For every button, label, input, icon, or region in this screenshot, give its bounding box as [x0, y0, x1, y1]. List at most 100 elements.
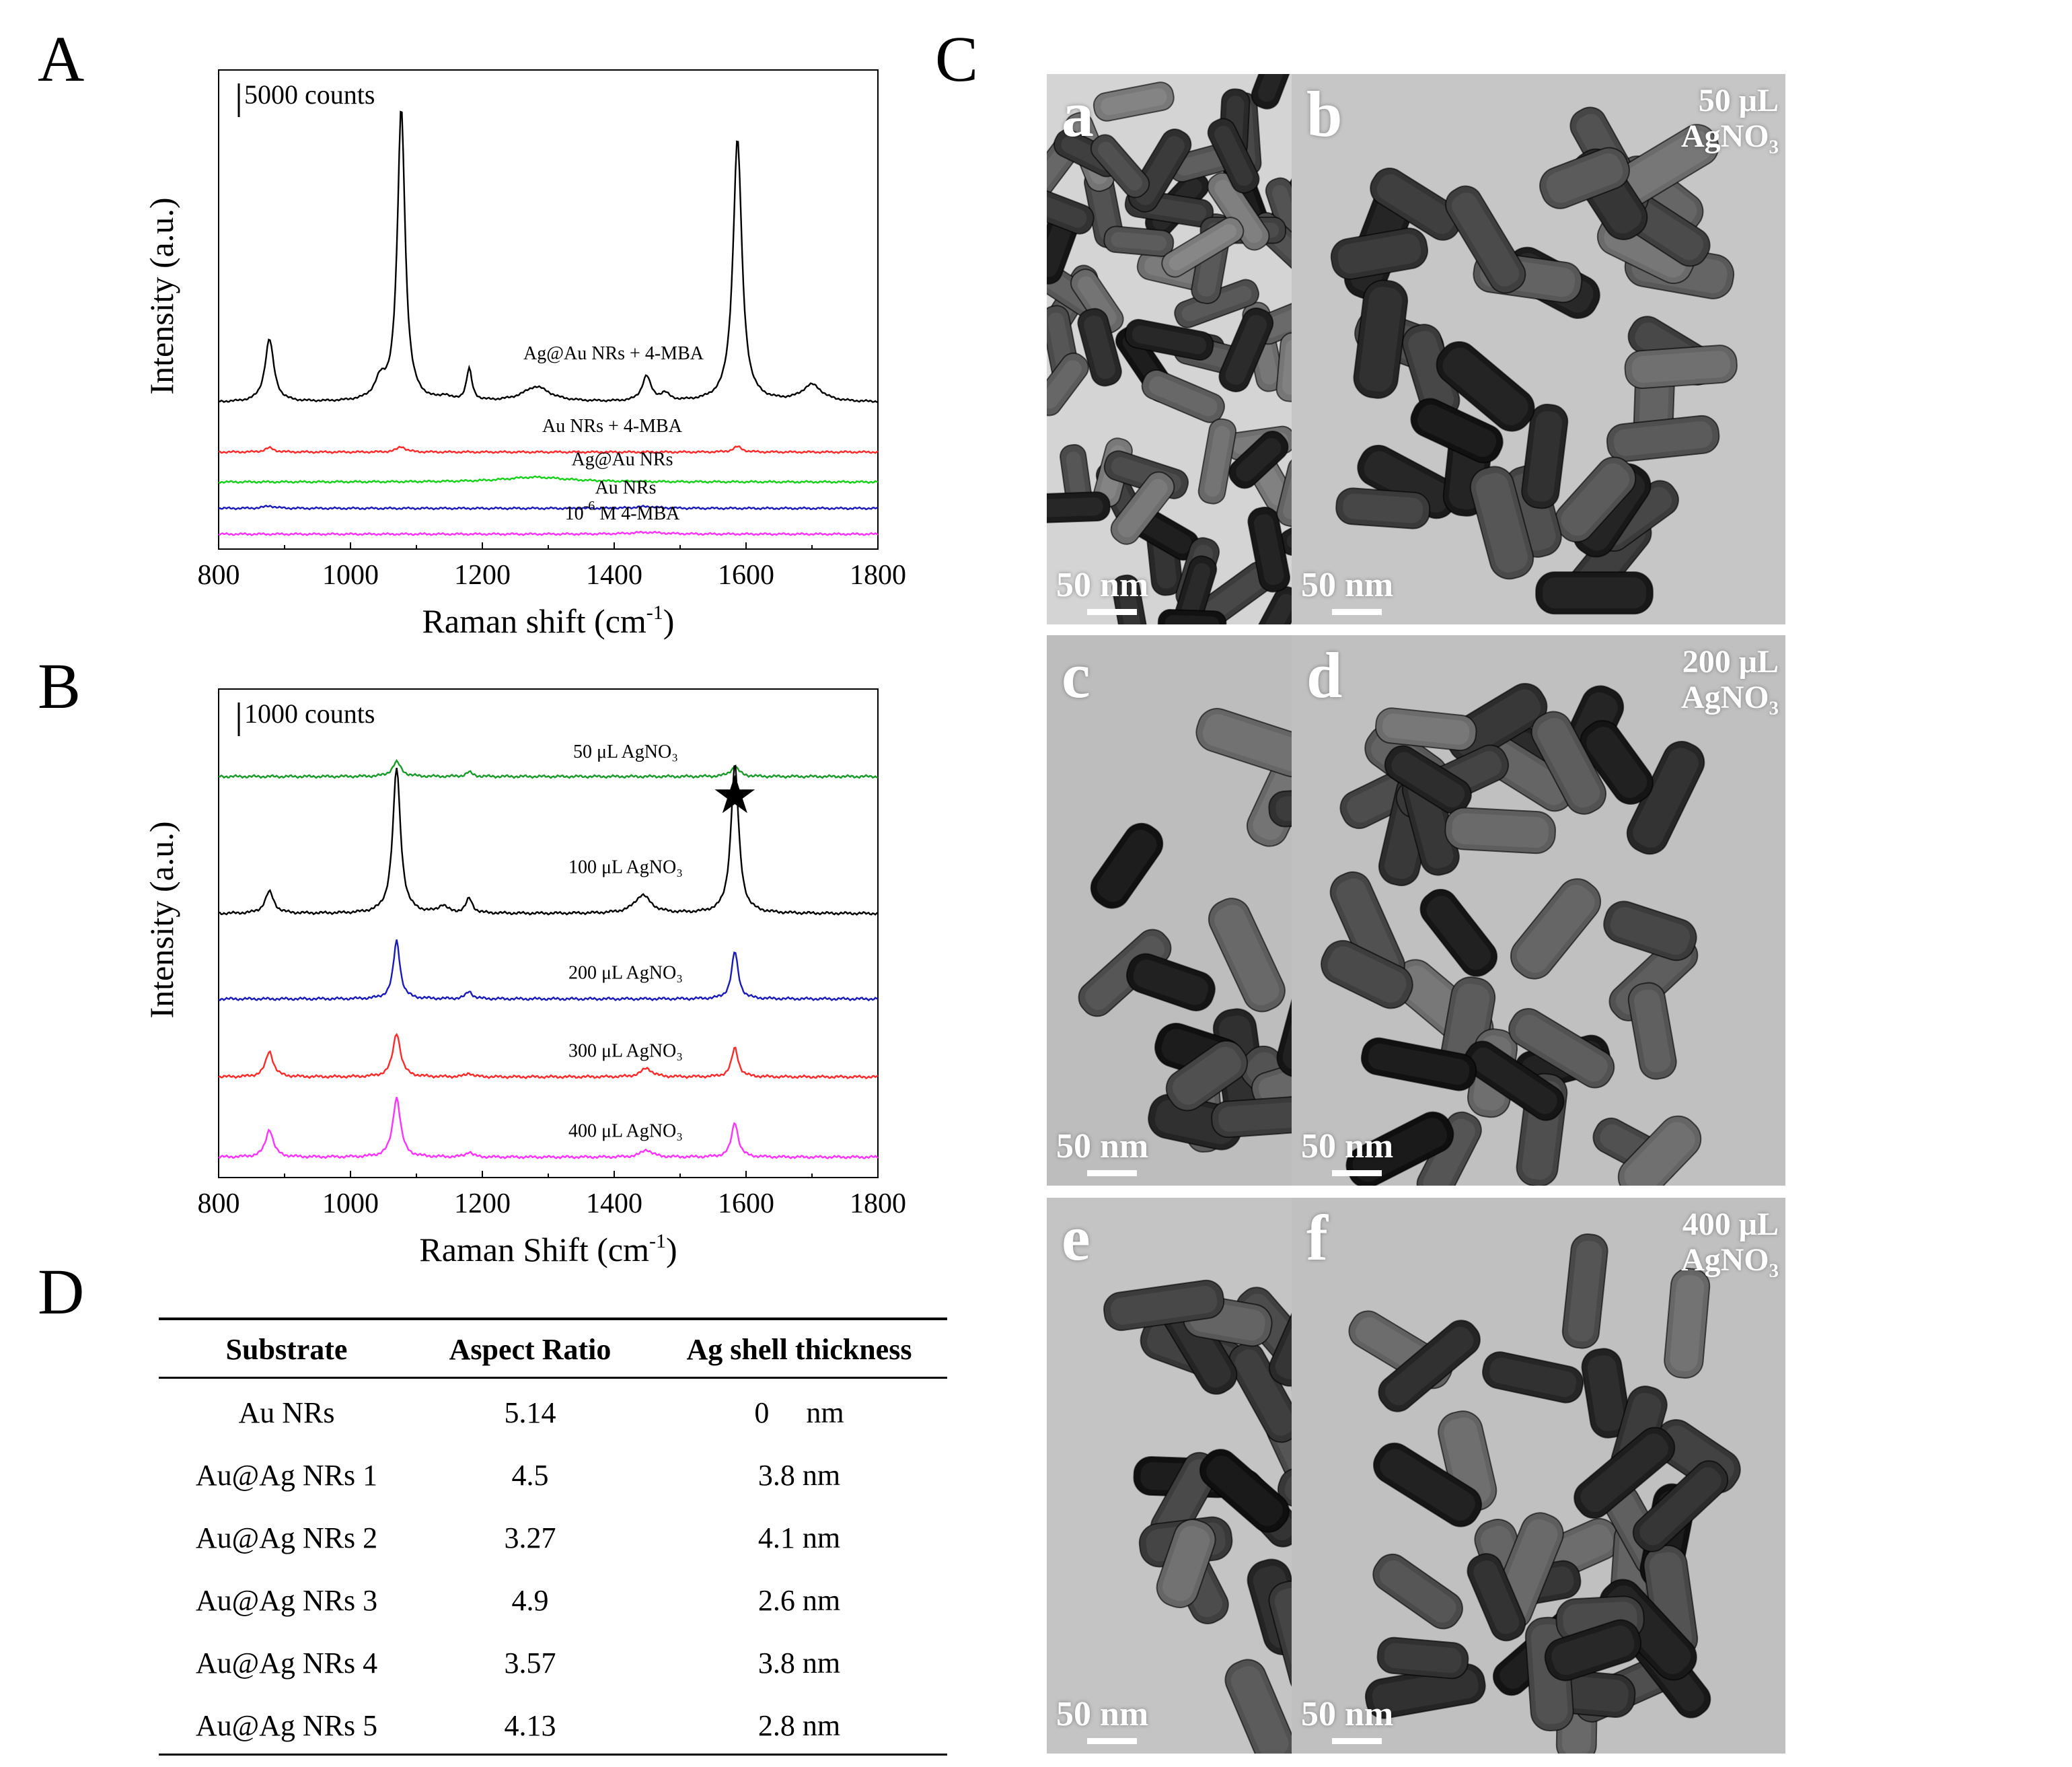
series-label: Au NRs — [595, 477, 656, 498]
nanorod — [1464, 1040, 1565, 1121]
nanorod — [1161, 217, 1245, 278]
nanorod — [1445, 185, 1526, 294]
table-row: Au@Ag NRs 2 3.27 4.1 nm — [159, 1523, 947, 1557]
x-tick-label: 1800 — [850, 560, 906, 591]
tem-letter: c — [1062, 639, 1090, 711]
tem-letter: d — [1306, 639, 1343, 711]
tem-image-f: f 400 μL AgNO₃ 50 nm — [1292, 1198, 1785, 1754]
tem-condition-label: 400 μL AgNO₃ — [1680, 1206, 1779, 1278]
tem-image-b: b 50 μL AgNO₃ 50 nm — [1292, 74, 1785, 624]
nanorod — [1373, 1442, 1482, 1527]
series-line — [219, 764, 879, 916]
nanorod — [1321, 939, 1413, 1009]
nanorod — [1165, 1040, 1249, 1112]
table-cell: Au NRs — [238, 1396, 335, 1429]
x-tick-label: 1200 — [454, 560, 511, 591]
nanorod — [1103, 225, 1175, 257]
nanorod — [1603, 900, 1697, 962]
table-cell: 2.8 nm — [757, 1709, 841, 1742]
nanorod — [1627, 982, 1677, 1080]
series-line — [218, 530, 879, 536]
tem-scale-label: 50 nm — [1056, 566, 1149, 604]
series-line — [218, 445, 879, 454]
table-cell: 0 nm — [754, 1396, 844, 1429]
nanorod — [1544, 1619, 1642, 1682]
nanorod — [1110, 471, 1175, 545]
nanorod-micrograph — [1330, 106, 1738, 615]
table-cell: Au@Ag NRs 1 — [195, 1459, 378, 1492]
nanorod — [1521, 403, 1569, 509]
nanorod — [1224, 1659, 1295, 1754]
raman-chart-a: 800 1000 1200 1400 1600 1800 Raman shift (cm-1… — [143, 69, 906, 640]
nanorod — [1510, 878, 1602, 980]
nanorod — [1251, 74, 1296, 110]
x-tick-label: 800 — [198, 1188, 240, 1219]
nanorod — [1372, 1553, 1463, 1630]
nanorod — [1047, 491, 1111, 524]
table-bottom-rule — [159, 1754, 947, 1756]
table-top-rule — [159, 1318, 947, 1320]
nanorod — [1664, 1268, 1711, 1379]
tem-scale-bar: 50 nm — [1301, 1694, 1393, 1744]
nanorod — [1090, 134, 1150, 199]
tem-volume: 400 μL — [1682, 1206, 1779, 1242]
nanorod — [1156, 1519, 1216, 1608]
table-cell: 4.1 nm — [757, 1521, 841, 1554]
nanorod — [1482, 1351, 1584, 1404]
table-cell: 3.27 — [504, 1521, 556, 1554]
y-axis-label: Intensity (a.u.) — [143, 198, 180, 395]
panel-label-b: B — [38, 650, 81, 722]
nanorod — [1574, 1427, 1676, 1519]
tem-reagent: AgNO₃ — [1680, 1241, 1779, 1278]
x-tick-label: 1600 — [718, 560, 774, 591]
nanorod — [1535, 571, 1654, 615]
nanorod — [1335, 487, 1431, 530]
nanorod — [1199, 1449, 1290, 1533]
y-axis-label: Intensity (a.u.) — [143, 822, 180, 1019]
x-axis-label: Raman Shift (cm-1) — [419, 1230, 677, 1268]
table-row: Au@Ag NRs 3 4.9 2.6 nm — [159, 1586, 947, 1620]
nanorod — [1090, 822, 1164, 909]
nanorod — [1093, 81, 1175, 122]
nanorod — [1581, 1348, 1631, 1439]
nanorod — [1077, 308, 1122, 387]
tem-condition-label: 200 μL AgNO₃ — [1681, 644, 1779, 716]
tem-volume: 200 μL — [1682, 644, 1779, 680]
table-cell: Au@Ag NRs 5 — [195, 1709, 378, 1742]
nanorod — [1632, 1460, 1729, 1552]
nanorod — [1353, 279, 1409, 399]
nanorod-micrograph — [1348, 1233, 1741, 1754]
series-line — [218, 475, 879, 484]
series-label: 400 μL AgNO₃ — [568, 1121, 683, 1142]
tem-image-d: d 200 μL AgNO₃ 50 nm — [1292, 635, 1785, 1186]
nanorod — [1047, 183, 1095, 235]
series-label: 10-6 M 4-MBA — [565, 499, 680, 524]
table-cell: Au@Ag NRs 4 — [195, 1647, 378, 1680]
x-axis-label: Raman shift (cm-1) — [422, 602, 675, 640]
tem-scale-bar: 50 nm — [1056, 1126, 1148, 1176]
tem-scale-bar: 50 nm — [1056, 565, 1148, 615]
table-header-rule — [159, 1377, 947, 1379]
table-cell: 2.6 nm — [757, 1584, 841, 1617]
nanorod — [1103, 1279, 1225, 1332]
table-header-cell: Substrate — [225, 1333, 348, 1366]
x-tick-label: 800 — [198, 560, 240, 591]
nanorod — [1111, 574, 1150, 624]
nanorod-micrograph — [1321, 683, 1705, 1186]
table-row: Au NRs 5.14 0 nm — [159, 1398, 947, 1432]
x-tick-label: 1600 — [718, 1188, 774, 1219]
tem-scale-line — [1332, 1170, 1382, 1176]
tem-reagent: AgNO₃ — [1680, 118, 1779, 154]
panel-label-d: D — [38, 1256, 85, 1328]
series-label: Ag@Au NRs — [571, 449, 673, 470]
nanorod — [1329, 871, 1405, 986]
nanorod — [1444, 807, 1556, 855]
nanorod — [1539, 147, 1630, 209]
tem-scale-label: 50 nm — [1056, 1695, 1149, 1733]
nanorod — [1124, 318, 1214, 361]
table-cell: 3.8 nm — [757, 1647, 841, 1680]
nanorod — [1410, 398, 1504, 464]
nanorod — [1218, 307, 1274, 393]
series-line — [218, 1097, 879, 1159]
nanorod — [1207, 118, 1260, 194]
